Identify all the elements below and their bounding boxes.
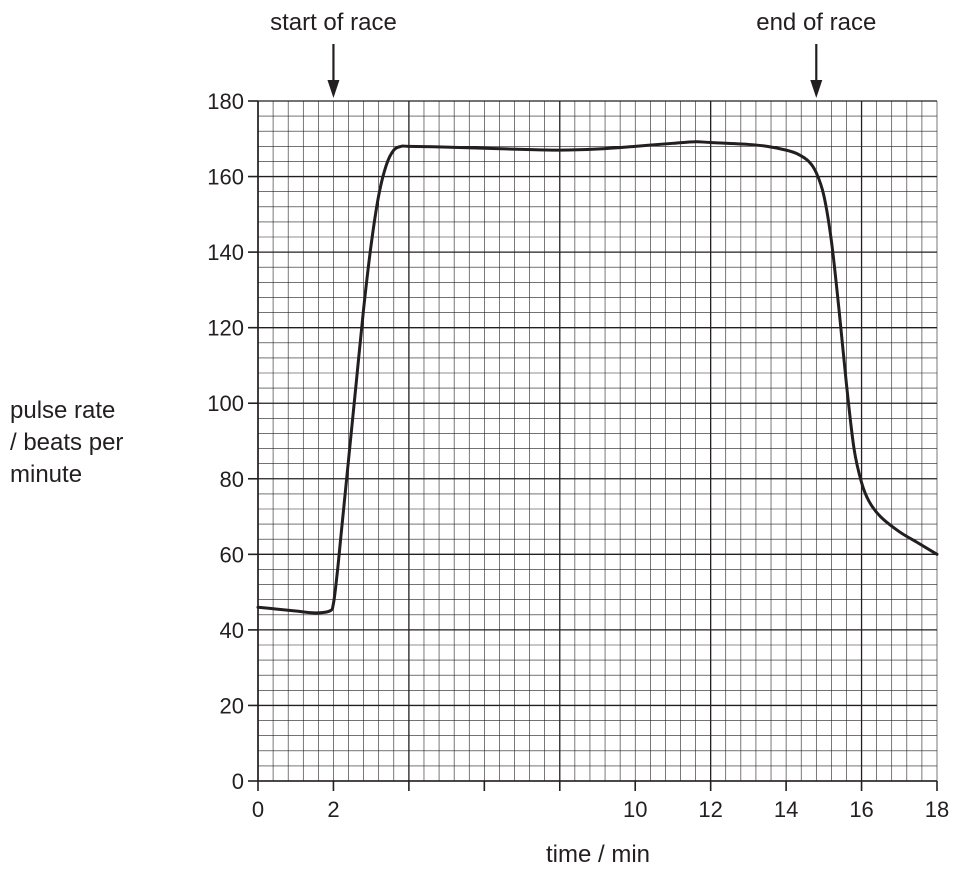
y-tick-label: 40 <box>220 618 244 643</box>
x-tick-label: 2 <box>327 797 339 822</box>
annotations: start of race end of race <box>270 9 876 98</box>
pulse-rate-series-line <box>256 140 939 615</box>
y-tick-label: 80 <box>220 467 244 492</box>
x-axis-title: time / min <box>546 841 650 868</box>
major-gridlines <box>257 100 937 782</box>
y-axis-title-line-3: minute <box>10 461 82 488</box>
axes <box>257 101 937 782</box>
annotation-label-start: start of race <box>270 9 397 36</box>
y-axis-title-line-2: / beats per <box>10 429 123 456</box>
y-tick-label: 20 <box>220 693 244 718</box>
x-tick-label: 18 <box>925 797 949 822</box>
annotation-arrow-head <box>327 80 340 98</box>
y-tick-label: 60 <box>220 542 244 567</box>
x-tick-label: 14 <box>774 797 798 822</box>
y-tick-label: 160 <box>207 165 244 190</box>
annotation-arrow-head <box>810 80 823 98</box>
y-tick-label: 140 <box>207 240 244 265</box>
x-tick-label: 16 <box>849 797 873 822</box>
x-tick-label: 0 <box>252 797 264 822</box>
annotation-label-end: end of race <box>756 9 876 36</box>
y-axis-title-line-1: pulse rate <box>10 397 115 424</box>
tick-marks <box>248 100 938 791</box>
x-tick-label: 10 <box>623 797 647 822</box>
y-tick-label: 180 <box>207 89 244 114</box>
x-tick-label: 12 <box>698 797 722 822</box>
y-tick-label: 120 <box>207 316 244 341</box>
minor-gridlines <box>258 101 938 781</box>
y-tick-label: 100 <box>207 391 244 416</box>
y-tick-label: 0 <box>232 769 244 794</box>
